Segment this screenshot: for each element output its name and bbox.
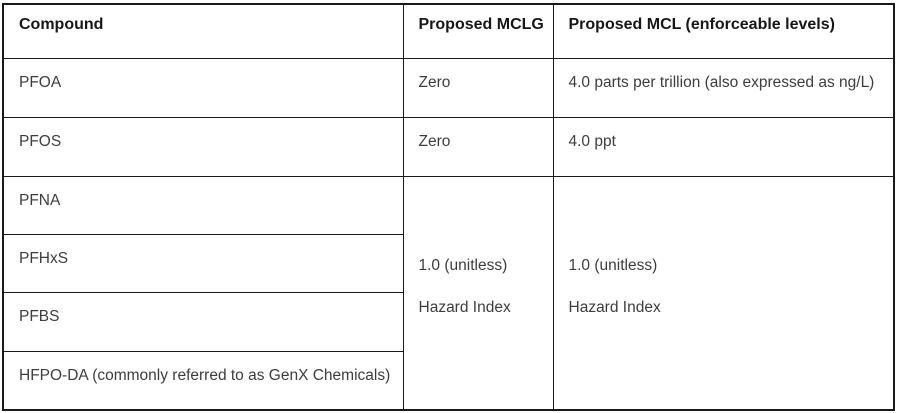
hazard-index-mclg-line2: Hazard Index bbox=[418, 299, 511, 317]
cell-pfos-compound: PFOS bbox=[2, 117, 404, 177]
cell-hazard-index-mclg: 1.0 (unitless) Hazard Index bbox=[402, 176, 554, 410]
hazard-index-mclg-line1: 1.0 (unitless) bbox=[418, 257, 508, 275]
cell-pfos-mclg: Zero bbox=[402, 117, 554, 177]
table-row-pfna: PFNA 1.0 (unitless) Hazard Index 1.0 (un… bbox=[2, 176, 895, 410]
cell-hfpo-da-compound: HFPO-DA (commonly referred to as GenX Ch… bbox=[2, 351, 404, 410]
table-row-hfpo-da: HFPO-DA (commonly referred to as GenX Ch… bbox=[2, 351, 894, 410]
hazard-index-mcl-line2: Hazard Index bbox=[568, 299, 661, 317]
cell-pfos-mcl: 4.0 ppt bbox=[552, 117, 895, 177]
table-header-row: Compound Proposed MCLG Proposed MCL (enf… bbox=[2, 3, 895, 59]
cell-pfoa-compound: PFOA bbox=[2, 58, 404, 118]
cell-pfhxs-compound: PFHxS bbox=[2, 234, 404, 293]
cell-pfna-compound: PFNA bbox=[2, 176, 404, 235]
cell-pfoa-mclg: Zero bbox=[402, 58, 554, 118]
table-row-pfhxs: PFHxS bbox=[2, 234, 894, 293]
cell-hazard-index-mcl: 1.0 (unitless) Hazard Index bbox=[552, 176, 895, 410]
pfas-limits-table: Compound Proposed MCLG Proposed MCL (enf… bbox=[2, 3, 895, 411]
hazard-index-mcl-line1: 1.0 (unitless) bbox=[568, 257, 658, 275]
header-cell-proposed-mcl: Proposed MCL (enforceable levels) bbox=[552, 3, 895, 59]
table-row-pfoa: PFOA Zero 4.0 parts per trillion (also e… bbox=[2, 58, 895, 118]
header-cell-compound: Compound bbox=[2, 3, 404, 59]
table-row-pfos: PFOS Zero 4.0 ppt bbox=[2, 117, 895, 177]
pfas-limits-table-container: Compound Proposed MCLG Proposed MCL (enf… bbox=[2, 3, 895, 411]
header-cell-proposed-mclg: Proposed MCLG bbox=[402, 3, 554, 59]
cell-pfoa-mcl: 4.0 parts per trillion (also expressed a… bbox=[552, 58, 895, 118]
table-row-pfbs: PFBS bbox=[2, 292, 894, 352]
cell-pfbs-compound: PFBS bbox=[2, 292, 404, 352]
